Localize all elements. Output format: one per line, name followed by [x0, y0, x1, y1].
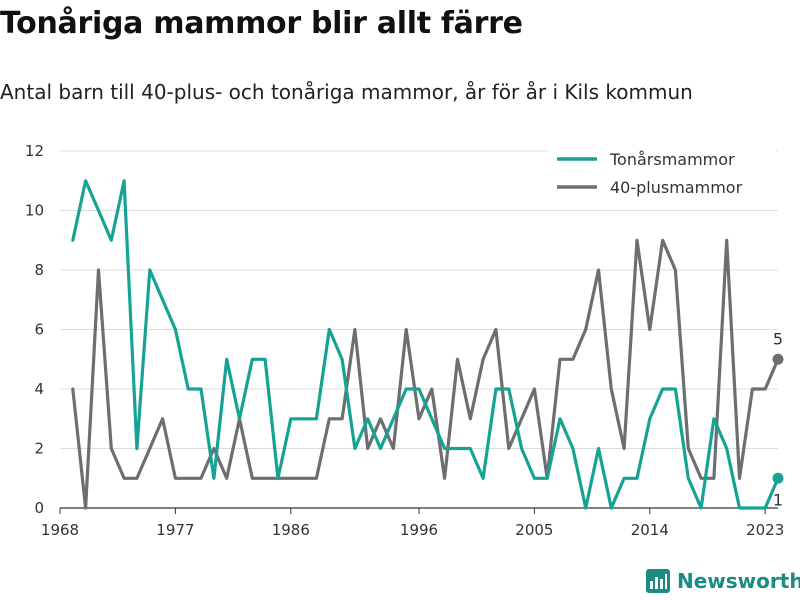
chart-title: Tonåriga mammor blir allt färre — [0, 6, 523, 41]
y-tick-label: 4 — [34, 380, 44, 398]
y-tick-label: 0 — [34, 499, 44, 517]
series-line-tonarsmammor — [71, 179, 780, 510]
end-label-40-plusmammor: 5 — [773, 329, 783, 348]
chart-subtitle: Antal barn till 40-plus- och tonåriga ma… — [0, 80, 693, 104]
legend-label-tonarsmammor: Tonårsmammor — [609, 150, 735, 169]
y-tick-label: 2 — [34, 440, 44, 458]
x-tick-label: 1977 — [156, 521, 194, 539]
x-tick-label: 2005 — [515, 521, 553, 539]
legend-background — [548, 144, 776, 202]
x-tick-label: 2023 — [746, 521, 784, 539]
x-tick-label: 1968 — [41, 521, 79, 539]
end-label-tonarsmammor: 1 — [773, 490, 783, 509]
series-group: 15 — [71, 179, 784, 510]
x-tick-label: 1996 — [400, 521, 438, 539]
x-tick-label: 1986 — [272, 521, 310, 539]
end-point-tonarsmammor — [772, 472, 784, 484]
y-tick-label: 8 — [34, 261, 44, 279]
y-tick-label: 6 — [34, 321, 44, 339]
legend: Tonårsmammor 40-plusmammor — [548, 144, 776, 202]
series-line-40-plusmammor — [71, 238, 780, 510]
x-tick-label: 2014 — [631, 521, 669, 539]
axes: 0 2 4 6 8 10 12 1968 1977 1986 1996 2005 2014 2023 — [25, 142, 784, 539]
y-tick-label: 10 — [25, 202, 44, 220]
end-point-40-plusmammor — [772, 353, 784, 365]
newsworthy-logo: Newsworthy — [645, 568, 800, 594]
brand-name: Newsworthy — [677, 569, 800, 593]
legend-label-40-plusmammor: 40-plusmammor — [610, 178, 743, 197]
y-tick-label: 12 — [25, 142, 44, 160]
newsworthy-icon — [646, 569, 670, 593]
